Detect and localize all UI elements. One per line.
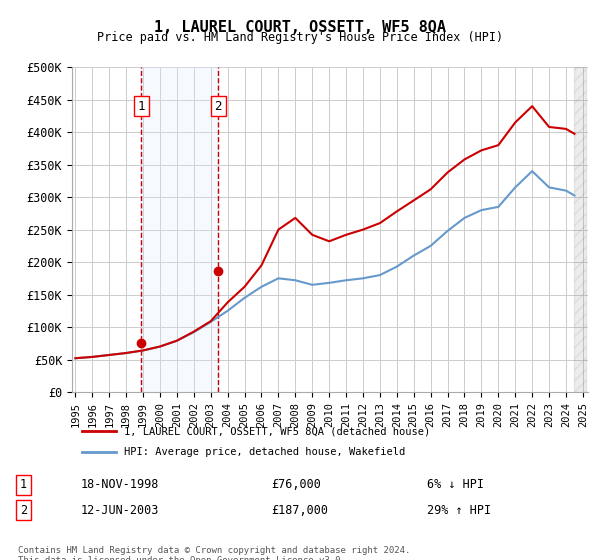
Text: £76,000: £76,000 [271, 478, 321, 491]
Text: 1: 1 [137, 100, 145, 113]
Text: HPI: Average price, detached house, Wakefield: HPI: Average price, detached house, Wake… [124, 447, 405, 458]
Text: 1, LAUREL COURT, OSSETT, WF5 8QA (detached house): 1, LAUREL COURT, OSSETT, WF5 8QA (detach… [124, 426, 430, 436]
Text: 12-JUN-2003: 12-JUN-2003 [81, 504, 160, 517]
Text: Contains HM Land Registry data © Crown copyright and database right 2024.
This d: Contains HM Land Registry data © Crown c… [18, 546, 410, 560]
Text: 1, LAUREL COURT, OSSETT, WF5 8QA: 1, LAUREL COURT, OSSETT, WF5 8QA [154, 20, 446, 35]
Text: 2: 2 [215, 100, 222, 113]
Text: 29% ↑ HPI: 29% ↑ HPI [427, 504, 491, 517]
Text: 2: 2 [20, 504, 27, 517]
Text: Price paid vs. HM Land Registry's House Price Index (HPI): Price paid vs. HM Land Registry's House … [97, 31, 503, 44]
Bar [574, 67, 586, 392]
Text: 18-NOV-1998: 18-NOV-1998 [81, 478, 160, 491]
Bar [142, 67, 218, 392]
Text: 6% ↓ HPI: 6% ↓ HPI [427, 478, 484, 491]
Text: 1: 1 [20, 478, 27, 491]
Text: £187,000: £187,000 [271, 504, 328, 517]
